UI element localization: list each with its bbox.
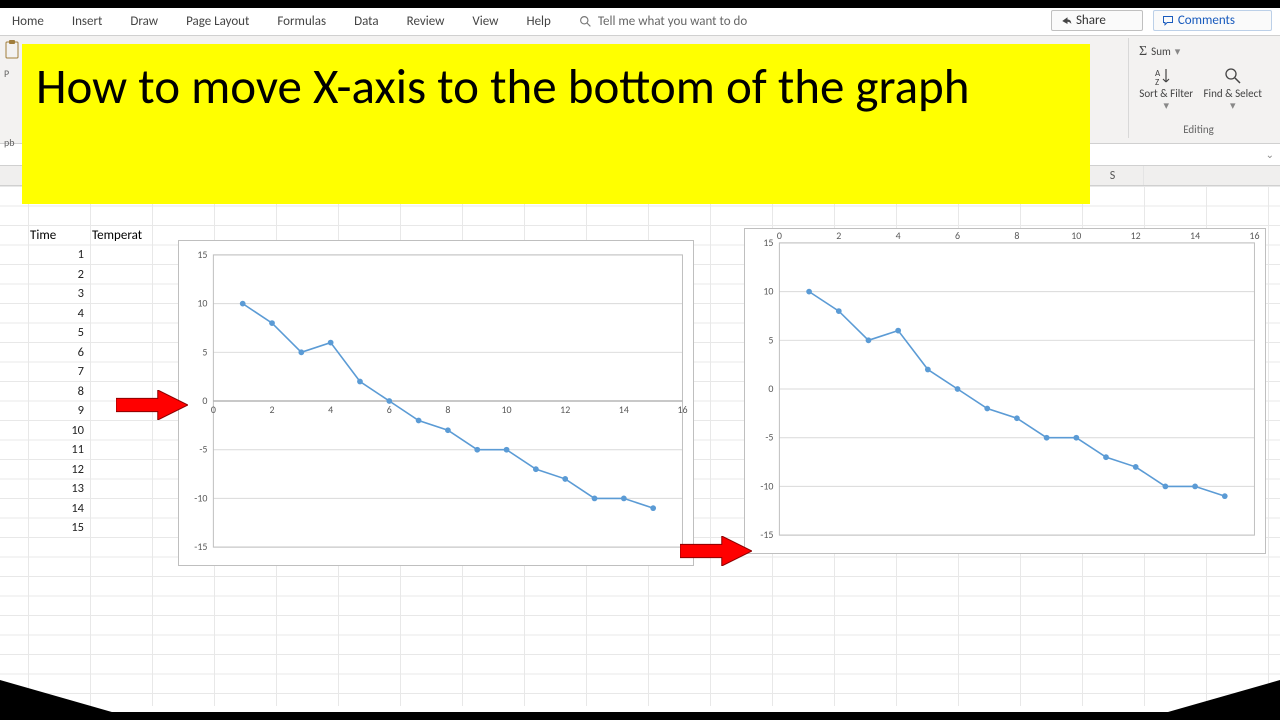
svg-text:15: 15 xyxy=(197,249,207,261)
tab-insert[interactable]: Insert xyxy=(72,14,103,29)
table-row[interactable]: 6 xyxy=(30,343,92,363)
table-row[interactable]: 7 xyxy=(30,362,92,382)
svg-text:-5: -5 xyxy=(765,432,773,444)
editing-group: Σ Sum ▾ A Z Sort & Filter ▾ xyxy=(1128,38,1268,138)
tab-formulas[interactable]: Formulas xyxy=(277,14,326,29)
svg-text:12: 12 xyxy=(1131,230,1141,242)
svg-text:5: 5 xyxy=(768,334,773,346)
tab-review[interactable]: Review xyxy=(407,14,445,29)
svg-text:-5: -5 xyxy=(199,444,207,456)
svg-text:6: 6 xyxy=(955,230,960,242)
autosum-button[interactable]: Sum xyxy=(1151,45,1171,58)
svg-text:-10: -10 xyxy=(194,492,207,504)
svg-text:Z: Z xyxy=(1155,77,1159,86)
svg-text:16: 16 xyxy=(1249,230,1259,242)
svg-text:-10: -10 xyxy=(760,480,773,492)
svg-text:14: 14 xyxy=(619,404,629,416)
svg-text:4: 4 xyxy=(328,404,333,416)
svg-text:8: 8 xyxy=(445,404,450,416)
comment-icon xyxy=(1162,15,1174,27)
find-select-button[interactable]: Find & Select ▾ xyxy=(1203,66,1262,112)
svg-text:0: 0 xyxy=(211,404,216,416)
table-row[interactable]: 14 xyxy=(30,499,92,519)
tell-me-placeholder: Tell me what you want to do xyxy=(598,14,747,29)
comments-label: Comments xyxy=(1178,13,1235,28)
svg-text:-15: -15 xyxy=(194,541,207,553)
table-row[interactable]: 4 xyxy=(30,304,92,324)
share-label: Share xyxy=(1076,13,1106,28)
sort-filter-icon: A Z xyxy=(1155,66,1177,86)
svg-text:0: 0 xyxy=(202,395,207,407)
table-row[interactable]: 2 xyxy=(30,265,92,285)
col-header-time: Time xyxy=(30,228,92,243)
table-row[interactable]: 15 xyxy=(30,518,92,538)
svg-text:2: 2 xyxy=(836,230,841,242)
svg-text:2: 2 xyxy=(269,404,274,416)
table-row[interactable]: 13 xyxy=(30,479,92,499)
table-row[interactable]: 1 xyxy=(30,245,92,265)
tab-page-layout[interactable]: Page Layout xyxy=(186,14,249,29)
table-row[interactable]: 8 xyxy=(30,382,92,402)
worksheet-grid[interactable]: Time Temperat 123456789101112131415 -15-… xyxy=(0,186,1280,706)
svg-text:0: 0 xyxy=(768,383,773,395)
svg-text:0: 0 xyxy=(777,230,782,242)
find-select-icon xyxy=(1223,66,1243,86)
red-arrow-right xyxy=(680,536,752,566)
svg-text:15: 15 xyxy=(763,237,773,249)
svg-text:8: 8 xyxy=(1014,230,1019,242)
tab-draw[interactable]: Draw xyxy=(130,14,158,29)
svg-text:10: 10 xyxy=(502,404,512,416)
share-icon xyxy=(1060,15,1072,27)
sort-filter-label: Sort & Filter xyxy=(1139,87,1193,100)
editing-group-label: Editing xyxy=(1129,123,1268,136)
svg-text:4: 4 xyxy=(896,230,901,242)
table-row[interactable]: 12 xyxy=(30,460,92,480)
find-select-label: Find & Select xyxy=(1203,87,1261,100)
tutorial-title-overlay: How to move X-axis to the bottom of the … xyxy=(22,44,1090,204)
tab-help[interactable]: Help xyxy=(526,14,550,29)
search-icon xyxy=(579,15,592,28)
data-table: Time Temperat 123456789101112131415 xyxy=(30,228,142,538)
chart-modified[interactable]: -15 -10 -5 0 5 10 15 0 2 4 6 8 10 12 14 16 xyxy=(744,228,1266,554)
svg-text:16: 16 xyxy=(677,404,687,416)
col-header-S[interactable]: S xyxy=(1082,166,1144,185)
table-row[interactable]: 9 xyxy=(30,401,92,421)
tab-data[interactable]: Data xyxy=(354,14,379,29)
svg-text:10: 10 xyxy=(1071,230,1081,242)
tab-home[interactable]: Home xyxy=(12,14,44,29)
excel-window: Home Insert Draw Page Layout Formulas Da… xyxy=(0,8,1280,712)
svg-text:5: 5 xyxy=(202,346,207,358)
svg-text:12: 12 xyxy=(560,404,570,416)
table-row[interactable]: 5 xyxy=(30,323,92,343)
tell-me-search[interactable]: Tell me what you want to do xyxy=(579,14,775,29)
share-button[interactable]: Share xyxy=(1051,10,1143,31)
table-row[interactable]: 11 xyxy=(30,440,92,460)
svg-text:10: 10 xyxy=(763,286,773,298)
svg-text:6: 6 xyxy=(387,404,392,416)
col-header-temperature: Temperat xyxy=(92,228,142,243)
red-arrow-left xyxy=(116,390,188,420)
svg-text:14: 14 xyxy=(1190,230,1200,242)
table-row[interactable]: 10 xyxy=(30,421,92,441)
chart-original[interactable]: -15 -10 -5 0 5 10 15 0 2 4 6 8 10 12 14 16 xyxy=(178,240,694,566)
svg-text:10: 10 xyxy=(197,298,207,310)
comments-button[interactable]: Comments xyxy=(1153,10,1272,31)
sort-filter-button[interactable]: A Z Sort & Filter ▾ xyxy=(1139,66,1193,112)
tab-view[interactable]: View xyxy=(472,14,498,29)
ribbon-tabs: Home Insert Draw Page Layout Formulas Da… xyxy=(0,8,1280,36)
svg-text:-15: -15 xyxy=(760,529,773,541)
table-row[interactable]: 3 xyxy=(30,284,92,304)
expand-formula-bar-icon[interactable]: ⌄ xyxy=(1266,148,1274,161)
